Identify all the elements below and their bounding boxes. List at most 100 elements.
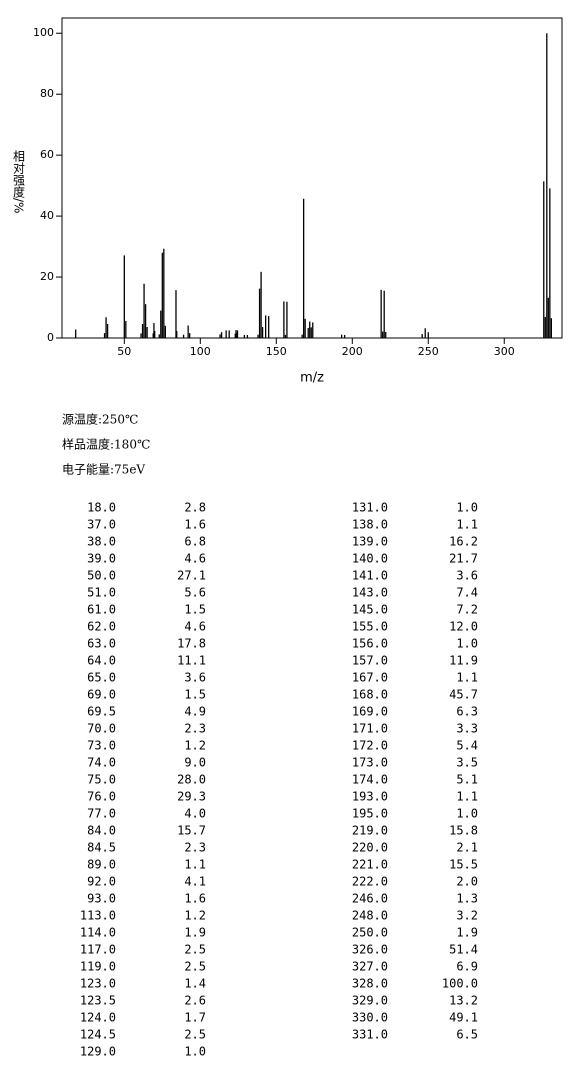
table-mz: 75.0: [87, 773, 116, 787]
table-intensity: 3.6: [184, 671, 206, 685]
table-intensity: 1.4: [184, 977, 206, 991]
table-mz: 39.0: [87, 552, 116, 566]
table-mz: 38.0: [87, 535, 116, 549]
table-mz: 139.0: [352, 535, 388, 549]
table-mz: 69.0: [87, 688, 116, 702]
table-intensity: 100.0: [442, 977, 478, 991]
table-mz: 172.0: [352, 739, 388, 753]
table-intensity: 3.3: [456, 722, 478, 736]
table-mz: 250.0: [352, 926, 388, 940]
table-intensity: 1.2: [184, 909, 206, 923]
table-mz: 145.0: [352, 603, 388, 617]
table-intensity: 6.9: [456, 960, 478, 974]
table-mz: 155.0: [352, 620, 388, 634]
table-intensity: 1.3: [456, 892, 478, 906]
table-intensity: 51.4: [449, 943, 478, 957]
table-intensity: 1.6: [184, 892, 206, 906]
table-intensity: 4.9: [184, 705, 206, 719]
table-mz: 219.0: [352, 824, 388, 838]
table-intensity: 5.1: [456, 773, 478, 787]
table-mz: 51.0: [87, 586, 116, 600]
table-intensity: 3.6: [456, 569, 478, 583]
y-tick-label: 100: [33, 26, 54, 39]
table-mz: 77.0: [87, 807, 116, 821]
table-mz: 18.0: [87, 501, 116, 515]
y-tick-label: 0: [47, 331, 54, 344]
table-intensity: 6.5: [456, 1028, 478, 1042]
x-tick-label: 300: [494, 345, 515, 358]
table-mz: 167.0: [352, 671, 388, 685]
table-mz: 89.0: [87, 858, 116, 872]
table-intensity: 2.5: [184, 943, 206, 957]
table-intensity: 5.6: [184, 586, 206, 600]
table-intensity: 13.2: [449, 994, 478, 1008]
table-intensity: 1.1: [184, 858, 206, 872]
table-intensity: 1.7: [184, 1011, 206, 1025]
table-intensity: 6.3: [456, 705, 478, 719]
table-intensity: 16.2: [449, 535, 478, 549]
table-mz: 156.0: [352, 637, 388, 651]
table-intensity: 2.8: [184, 501, 206, 515]
table-intensity: 1.5: [184, 688, 206, 702]
table-mz: 138.0: [352, 518, 388, 532]
table-intensity: 7.2: [456, 603, 478, 617]
table-intensity: 2.1: [456, 841, 478, 855]
table-mz: 62.0: [87, 620, 116, 634]
table-intensity: 11.9: [449, 654, 478, 668]
table-mz: 64.0: [87, 654, 116, 668]
table-mz: 93.0: [87, 892, 116, 906]
table-mz: 168.0: [352, 688, 388, 702]
table-intensity: 2.3: [184, 722, 206, 736]
table-intensity: 1.9: [184, 926, 206, 940]
table-mz: 131.0: [352, 501, 388, 515]
table-mz: 63.0: [87, 637, 116, 651]
table-intensity: 1.0: [456, 637, 478, 651]
table-intensity: 1.1: [456, 790, 478, 804]
table-mz: 84.5: [87, 841, 116, 855]
table-mz: 329.0: [352, 994, 388, 1008]
table-mz: 76.0: [87, 790, 116, 804]
table-mz: 246.0: [352, 892, 388, 906]
table-intensity: 29.3: [177, 790, 206, 804]
table-mz: 328.0: [352, 977, 388, 991]
table-intensity: 1.5: [184, 603, 206, 617]
y-tick-label: 20: [40, 270, 54, 283]
table-intensity: 4.6: [184, 552, 206, 566]
x-tick-label: 50: [117, 345, 131, 358]
table-mz: 124.0: [80, 1011, 116, 1025]
table-intensity: 2.5: [184, 960, 206, 974]
table-mz: 330.0: [352, 1011, 388, 1025]
x-tick-label: 100: [190, 345, 211, 358]
table-intensity: 4.0: [184, 807, 206, 821]
table-mz: 143.0: [352, 586, 388, 600]
table-mz: 169.0: [352, 705, 388, 719]
table-intensity: 1.6: [184, 518, 206, 532]
table-mz: 124.5: [80, 1028, 116, 1042]
table-mz: 141.0: [352, 569, 388, 583]
table-intensity: 28.0: [177, 773, 206, 787]
table-intensity: 7.4: [456, 586, 478, 600]
table-intensity: 1.0: [184, 1045, 206, 1059]
table-mz: 171.0: [352, 722, 388, 736]
table-mz: 331.0: [352, 1028, 388, 1042]
condition: 源温度:250℃: [62, 412, 138, 427]
x-tick-label: 200: [342, 345, 363, 358]
table-intensity: 4.1: [184, 875, 206, 889]
table-intensity: 5.4: [456, 739, 478, 753]
table-mz: 70.0: [87, 722, 116, 736]
table-mz: 221.0: [352, 858, 388, 872]
table-intensity: 27.1: [177, 569, 206, 583]
table-mz: 114.0: [80, 926, 116, 940]
table-intensity: 3.5: [456, 756, 478, 770]
table-mz: 37.0: [87, 518, 116, 532]
table-mz: 123.0: [80, 977, 116, 991]
x-tick-label: 150: [266, 345, 287, 358]
table-intensity: 11.1: [177, 654, 206, 668]
table-intensity: 15.8: [449, 824, 478, 838]
y-tick-label: 80: [40, 87, 54, 100]
table-intensity: 15.7: [177, 824, 206, 838]
table-intensity: 6.8: [184, 535, 206, 549]
table-mz: 193.0: [352, 790, 388, 804]
table-mz: 113.0: [80, 909, 116, 923]
table-intensity: 2.5: [184, 1028, 206, 1042]
